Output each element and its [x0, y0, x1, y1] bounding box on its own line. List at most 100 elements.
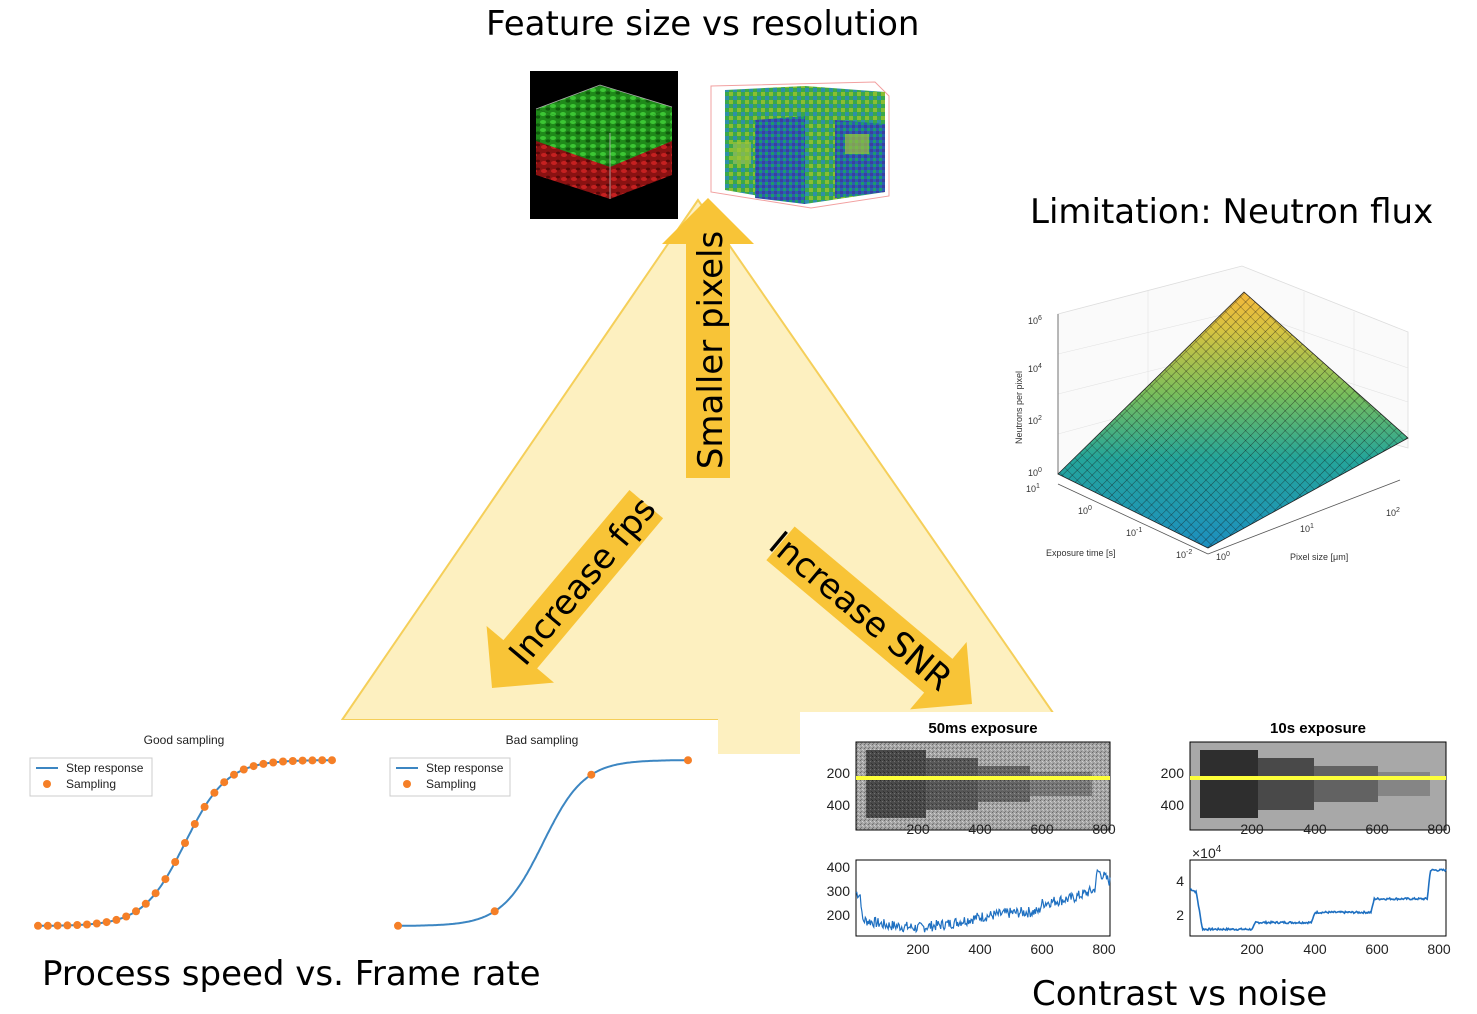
y-tick-3: 102: [1386, 507, 1400, 518]
sampling-point: [112, 915, 121, 924]
py-tick-200: 200: [827, 907, 851, 923]
good-sampling-chart: Good sampling Step response Sampling: [29, 733, 336, 930]
px-tick-200-a: 200: [906, 941, 930, 957]
profile-50ms-line: [855, 868, 1111, 934]
neutron-flux-surface-plot: 100 102 104 106 Neutrons per pixel 101 1…: [1014, 265, 1409, 562]
sampling-point: [34, 921, 42, 930]
sampling-point: [259, 759, 268, 768]
image-50ms: [855, 741, 1111, 831]
sampling-point: [210, 788, 219, 797]
sampling-point: [132, 907, 140, 916]
z-axis-label: Neutrons per pixel: [1014, 371, 1024, 444]
sampling-point: [63, 921, 72, 930]
x-tick-2: 100: [1078, 505, 1092, 516]
sampling-point: [102, 918, 111, 927]
volume-image-blue-green: [710, 81, 890, 209]
legend-sampling: Sampling: [66, 777, 116, 791]
sampling-point: [249, 762, 258, 771]
sampling-panel: [0, 720, 718, 942]
y-tick-400-b: 400: [1161, 797, 1185, 813]
title-10s: 10s exposure: [1270, 720, 1366, 737]
sampling-point: [171, 858, 180, 866]
good-sampling-legend: Step response Sampling: [29, 757, 153, 797]
px-tick-200-b: 200: [1240, 941, 1264, 957]
sampling-point: [73, 921, 82, 929]
z-tick-4: 104: [1028, 363, 1042, 374]
sampling-point: [239, 765, 248, 774]
z-tick-0: 100: [1028, 467, 1042, 478]
sampling-point: [684, 756, 692, 765]
x-tick-200-a: 200: [906, 821, 930, 837]
py-tick-300: 300: [827, 883, 851, 899]
x-tick-1: 101: [1026, 483, 1040, 494]
sampling-point: [151, 889, 160, 898]
px-tick-400-a: 400: [968, 941, 992, 957]
profile-10s-line: [1189, 868, 1447, 932]
y-axis-label: Pixel size [μm]: [1290, 552, 1348, 562]
px-tick-600-a: 600: [1030, 941, 1054, 957]
y-tick-1: 100: [1216, 551, 1230, 562]
bad-sampling-chart: Bad sampling Step response Sampling: [389, 733, 692, 930]
sampling-point: [53, 921, 62, 930]
sampling-point: [92, 919, 101, 928]
sampling-point: [279, 757, 287, 766]
sampling-point: [181, 839, 189, 847]
legend-step-response: Step response: [426, 761, 504, 775]
legend-sampling: Sampling: [426, 777, 476, 791]
sampling-point: [298, 756, 307, 765]
sampling-point: [269, 758, 278, 767]
y-tick-400-a: 400: [827, 797, 851, 813]
py-tick-4: 4: [1176, 873, 1184, 889]
arrow-up: Smaller pixels: [662, 198, 754, 478]
contrast-noise-figure: 50ms exposure 200 400 200 400 600 800 10…: [827, 720, 1451, 957]
z-tick-6: 106: [1028, 315, 1042, 326]
exp-label: ×104: [1192, 844, 1222, 861]
good-sampling-title: Good sampling: [144, 733, 225, 747]
image-10s: [1189, 741, 1447, 831]
arrow-left-label: Increase fps: [501, 490, 664, 673]
bad-step-line: [398, 759, 688, 927]
x-axis-label: Exposure time [s]: [1046, 548, 1116, 558]
legend-step-response: Step response: [66, 761, 144, 775]
y-tick-2: 101: [1300, 523, 1314, 534]
py-tick-2: 2: [1176, 907, 1184, 923]
x-tick-4: 10-2: [1176, 549, 1192, 560]
heading-feature-size: Feature size vs resolution: [486, 4, 920, 44]
sampling-point: [220, 778, 229, 787]
x-tick-800-b: 800: [1427, 821, 1451, 837]
sampling-point: [328, 756, 336, 765]
sampling-point: [288, 757, 297, 765]
x-tick-600-a: 600: [1030, 821, 1054, 837]
sampling-point: [43, 921, 52, 930]
px-tick-600-b: 600: [1365, 941, 1389, 957]
sampling-point: [122, 912, 131, 921]
x-tick-200-b: 200: [1240, 821, 1264, 837]
heading-neutron-flux: Limitation: Neutron flux: [1030, 192, 1434, 232]
sampling-point: [83, 920, 91, 929]
arrow-right-label: Increase SNR: [761, 524, 959, 699]
y-tick-200-b: 200: [1161, 765, 1185, 781]
sampling-point: [308, 756, 317, 765]
x-tick-600-b: 600: [1365, 821, 1389, 837]
x-tick-800-a: 800: [1092, 821, 1116, 837]
py-tick-400: 400: [827, 859, 851, 875]
triangle-base-band: [718, 718, 800, 754]
px-tick-400-b: 400: [1303, 941, 1327, 957]
sampling-point: [490, 907, 499, 916]
arrow-up-label: Smaller pixels: [691, 231, 731, 469]
sampling-point: [161, 875, 170, 884]
bad-sampling-title: Bad sampling: [506, 733, 579, 747]
arrow-right: Increase SNR: [761, 524, 972, 710]
volume-image-green-red: [530, 71, 678, 219]
heading-process-speed: Process speed vs. Frame rate: [42, 954, 541, 994]
sampling-point: [141, 899, 150, 908]
sampling-point: [587, 770, 596, 779]
px-tick-800-b: 800: [1427, 941, 1451, 957]
y-tick-200-a: 200: [827, 765, 851, 781]
x-tick-400-a: 400: [968, 821, 992, 837]
arrow-left: Increase fps: [486, 490, 664, 688]
px-tick-800-a: 800: [1092, 941, 1116, 957]
sampling-point: [190, 820, 199, 828]
sampling-point: [230, 770, 238, 779]
